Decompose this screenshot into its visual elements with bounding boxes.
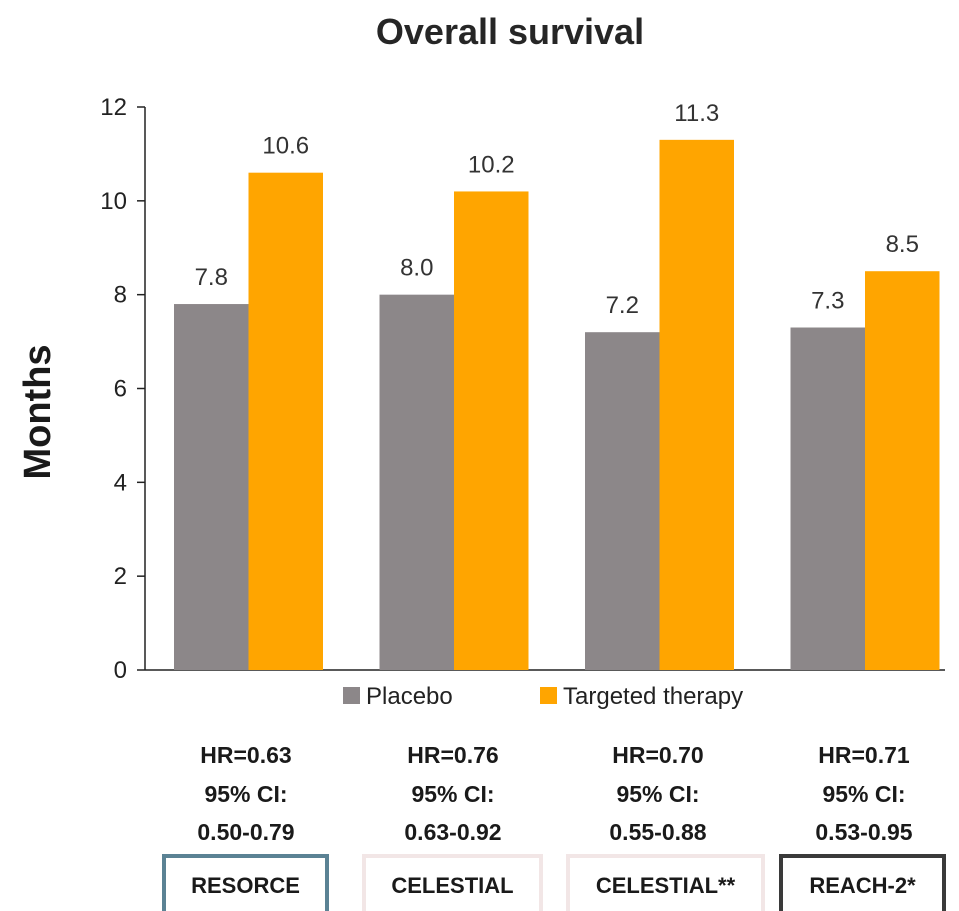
legend: Placebo Targeted therapy bbox=[343, 683, 743, 710]
ci-range-label: 0.50-0.79 bbox=[197, 819, 294, 845]
legend-swatch-targeted-therapy bbox=[540, 687, 557, 704]
y-tick-label: 8 bbox=[114, 282, 127, 309]
bar-value-label: 8.0 bbox=[400, 255, 433, 282]
ci-caption-label: 95% CI: bbox=[822, 781, 905, 807]
hazard-ratio-label: HR=0.76 bbox=[407, 742, 498, 768]
y-tick-label: 2 bbox=[114, 563, 127, 590]
trial-name-label: CELESTIAL** bbox=[596, 873, 736, 898]
ci-range-label: 0.53-0.95 bbox=[815, 819, 912, 845]
y-axis-label: Months bbox=[17, 344, 59, 479]
trial-label-box bbox=[779, 854, 946, 911]
ci-caption-label: 95% CI: bbox=[616, 781, 699, 807]
y-tick-label: 0 bbox=[114, 657, 127, 684]
hazard-ratio-annotations: HR=0.63 95% CI: 0.50-0.79 HR=0.76 95% CI: 0.6… bbox=[197, 742, 912, 845]
legend-label-targeted-therapy: Targeted therapy bbox=[563, 683, 743, 710]
trial-name-label: RESORCE bbox=[191, 873, 300, 898]
bar-value-label: 11.3 bbox=[674, 100, 719, 127]
chart-title: Overall survival bbox=[376, 11, 644, 52]
y-tick-label: 6 bbox=[114, 376, 127, 403]
bar-value-label: 7.8 bbox=[195, 264, 228, 291]
y-tick-label: 12 bbox=[100, 94, 127, 121]
targeted-therapy-bar bbox=[248, 172, 323, 670]
hazard-ratio-label: HR=0.71 bbox=[818, 742, 910, 768]
placebo-bar bbox=[585, 332, 660, 670]
trial-labels: RESORCE CELESTIAL CELESTIAL** REACH-2* bbox=[162, 854, 946, 911]
legend-swatch-placebo bbox=[343, 687, 360, 704]
y-tick-label: 10 bbox=[100, 188, 127, 215]
placebo-bar bbox=[379, 294, 454, 670]
y-tick-label: 4 bbox=[114, 469, 127, 496]
trial-name-label: REACH-2* bbox=[809, 873, 916, 898]
bar-value-label: 8.5 bbox=[886, 231, 919, 258]
legend-label-placebo: Placebo bbox=[366, 683, 453, 710]
ci-range-label: 0.63-0.92 bbox=[404, 819, 501, 845]
trial-label-box bbox=[362, 854, 543, 911]
targeted-therapy-bar bbox=[454, 191, 529, 670]
bar-value-label: 10.6 bbox=[262, 133, 309, 160]
hazard-ratio-label: HR=0.63 bbox=[200, 742, 291, 768]
trial-label-box bbox=[566, 854, 765, 911]
targeted-therapy-bar bbox=[659, 139, 734, 670]
hazard-ratio-label: HR=0.70 bbox=[612, 742, 703, 768]
placebo-bar bbox=[790, 327, 865, 670]
placebo-bar bbox=[174, 304, 249, 670]
bar-value-label: 10.2 bbox=[468, 151, 515, 178]
trial-name-label: CELESTIAL bbox=[391, 873, 513, 898]
targeted-therapy-bar bbox=[865, 271, 940, 670]
ci-caption-label: 95% CI: bbox=[411, 781, 494, 807]
plot-area: 0 2 4 6 8 10 12 7.8 10.6 8.0 10.2 7.2 11.3 7.3 8.5 bbox=[100, 94, 945, 684]
ci-range-label: 0.55-0.88 bbox=[609, 819, 706, 845]
ci-caption-label: 95% CI: bbox=[204, 781, 287, 807]
bar-value-label: 7.3 bbox=[811, 288, 844, 315]
trial-label-box bbox=[162, 854, 329, 911]
bar-value-label: 7.2 bbox=[606, 292, 639, 319]
